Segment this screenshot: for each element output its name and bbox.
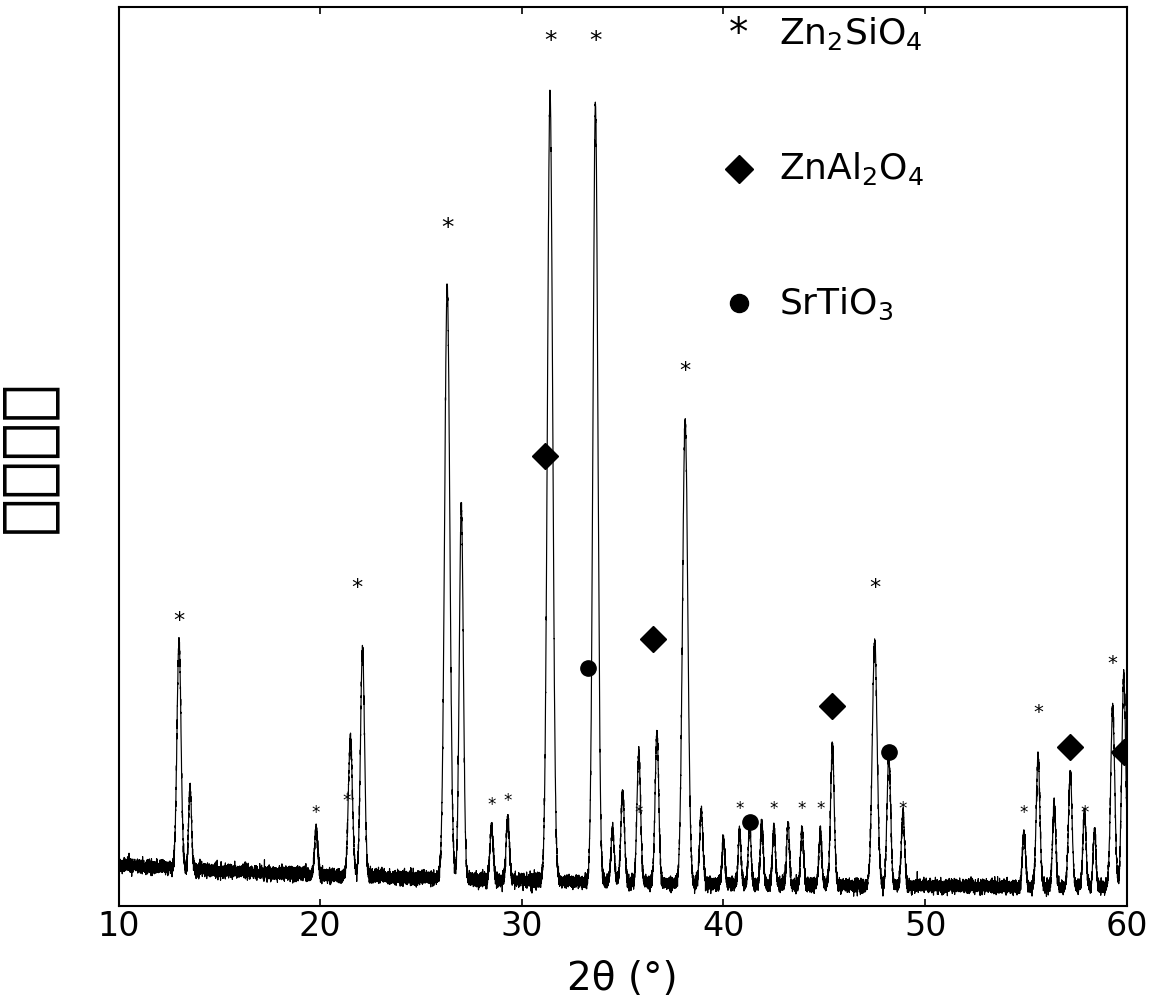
Text: SrTiO$_3$: SrTiO$_3$ — [778, 285, 894, 322]
Text: *: * — [504, 792, 512, 810]
Text: *: * — [589, 29, 602, 52]
Text: *: * — [736, 800, 744, 818]
Text: *: * — [342, 792, 351, 810]
Text: ZnAl$_2$O$_4$: ZnAl$_2$O$_4$ — [778, 150, 924, 187]
Text: *: * — [1020, 804, 1028, 822]
Text: *: * — [817, 800, 825, 818]
Text: *: * — [351, 578, 362, 598]
Text: *: * — [634, 804, 643, 822]
Text: *: * — [899, 800, 907, 818]
Text: *: * — [1080, 804, 1089, 822]
Text: *: * — [729, 15, 748, 53]
Text: Zn$_2$SiO$_4$: Zn$_2$SiO$_4$ — [778, 15, 923, 52]
Text: *: * — [679, 362, 691, 381]
Text: *: * — [869, 578, 880, 598]
Text: *: * — [1108, 653, 1118, 672]
Text: *: * — [769, 800, 778, 818]
Text: *: * — [487, 796, 495, 814]
Text: *: * — [1033, 704, 1043, 723]
Text: *: * — [173, 611, 185, 631]
Text: *: * — [798, 800, 806, 818]
Text: 相对强度: 相对强度 — [0, 380, 59, 533]
X-axis label: 2θ (°): 2θ (°) — [567, 960, 678, 998]
Text: *: * — [544, 29, 557, 52]
Text: *: * — [312, 804, 320, 822]
Text: *: * — [441, 216, 454, 240]
